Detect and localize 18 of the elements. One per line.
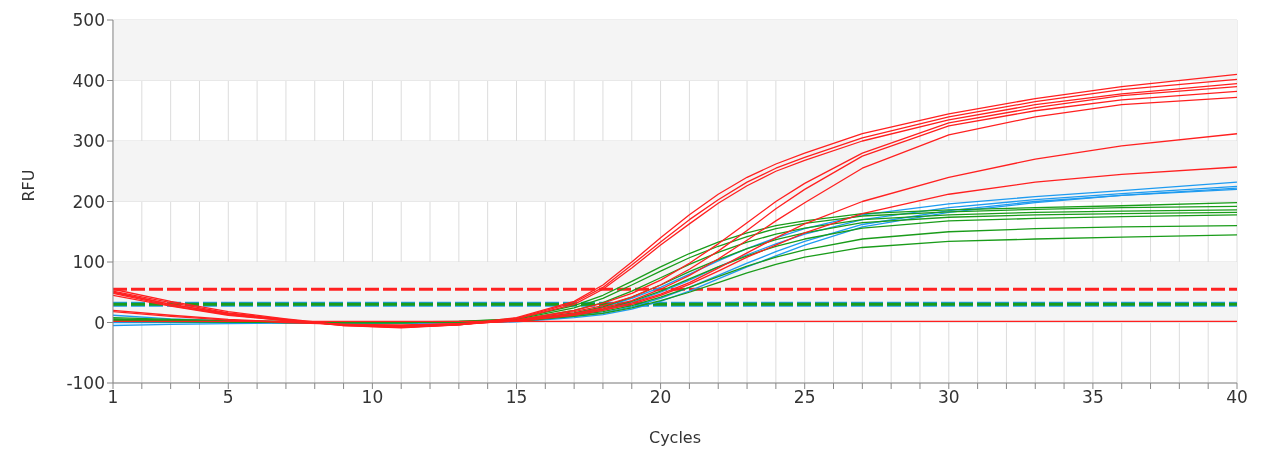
y-tick-label: 0	[94, 312, 105, 333]
y-tick-label: 400	[72, 70, 105, 91]
y-tick-label: -100	[66, 373, 105, 394]
x-tick-label: 25	[793, 387, 816, 408]
x-tick-label: 15	[505, 387, 528, 408]
x-tick-label: 1	[107, 387, 119, 408]
y-axis-title: RFU	[18, 169, 38, 202]
x-tick-label: 20	[649, 387, 672, 408]
x-tick-label: 30	[937, 387, 960, 408]
x-tick-label: 40	[1226, 387, 1248, 408]
x-tick-label: 35	[1082, 387, 1104, 408]
y-tick-label: 500	[72, 10, 105, 31]
x-tick-label: 10	[361, 387, 384, 408]
y-tick-label: 200	[72, 191, 105, 212]
y-tick-label: 300	[72, 131, 105, 152]
y-tick-label: 100	[72, 252, 105, 273]
x-tick-label: 5	[222, 387, 234, 408]
x-axis-title: Cycles	[648, 428, 702, 447]
